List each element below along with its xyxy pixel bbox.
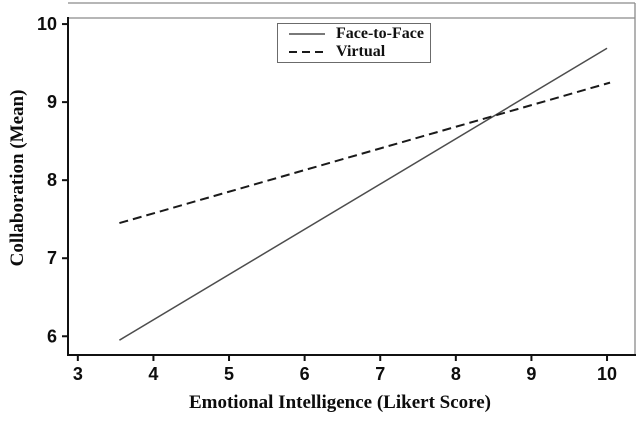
y-tick-label: 9 — [47, 92, 57, 112]
x-tick-label: 10 — [597, 364, 617, 384]
x-tick-label: 4 — [148, 364, 158, 384]
y-tick-label: 8 — [47, 170, 57, 190]
y-tick-label: 6 — [47, 326, 57, 346]
legend-row: Face-to-Face — [287, 25, 430, 43]
series-line-virtual — [119, 81, 611, 225]
legend-row: Virtual — [287, 43, 430, 61]
y-tick-label: 10 — [37, 14, 57, 34]
legend-label: Virtual — [336, 43, 386, 60]
legend-line-sample — [289, 33, 325, 35]
x-tick-label: 3 — [73, 364, 83, 384]
x-tick-label: 6 — [300, 364, 310, 384]
y-tick-label: 7 — [47, 248, 57, 268]
legend: Face-to-Face Virtual — [277, 23, 431, 63]
series-line-face-to-face — [119, 47, 608, 341]
x-tick-label: 9 — [526, 364, 536, 384]
x-tick-label: 7 — [375, 364, 385, 384]
x-axis-title: Emotional Intelligence (Likert Score) — [188, 392, 491, 413]
y-axis-title: Collaboration (Mean) — [7, 89, 28, 267]
x-tick-label: 8 — [451, 364, 461, 384]
legend-label: Face-to-Face — [336, 25, 424, 42]
legend-line-sample — [289, 51, 325, 53]
x-tick-label: 5 — [224, 364, 234, 384]
